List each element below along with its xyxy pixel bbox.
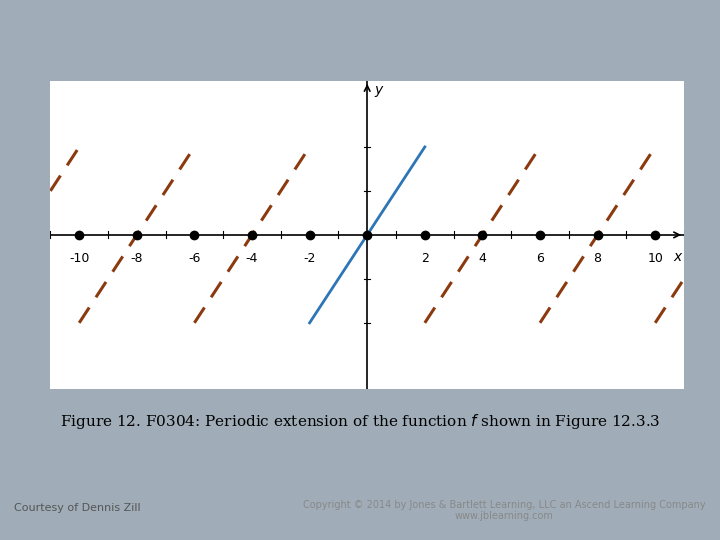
Text: -8: -8 (130, 253, 143, 266)
Text: 6: 6 (536, 253, 544, 266)
Text: -10: -10 (69, 253, 89, 266)
Text: 2: 2 (421, 253, 428, 266)
Text: 4: 4 (479, 253, 486, 266)
Text: Copyright © 2014 by Jones & Bartlett Learning, LLC an Ascend Learning Company
ww: Copyright © 2014 by Jones & Bartlett Lea… (303, 500, 706, 521)
Text: Figure 12. F0304: Periodic extension of the function $f$ shown in Figure 12.3.3: Figure 12. F0304: Periodic extension of … (60, 411, 660, 431)
Text: -2: -2 (303, 253, 316, 266)
Text: 10: 10 (647, 253, 663, 266)
Text: y: y (374, 83, 382, 97)
Text: 8: 8 (593, 253, 602, 266)
Text: -6: -6 (188, 253, 201, 266)
Text: Courtesy of Dennis Zill: Courtesy of Dennis Zill (14, 503, 141, 512)
Text: -4: -4 (246, 253, 258, 266)
Text: x: x (673, 250, 681, 264)
